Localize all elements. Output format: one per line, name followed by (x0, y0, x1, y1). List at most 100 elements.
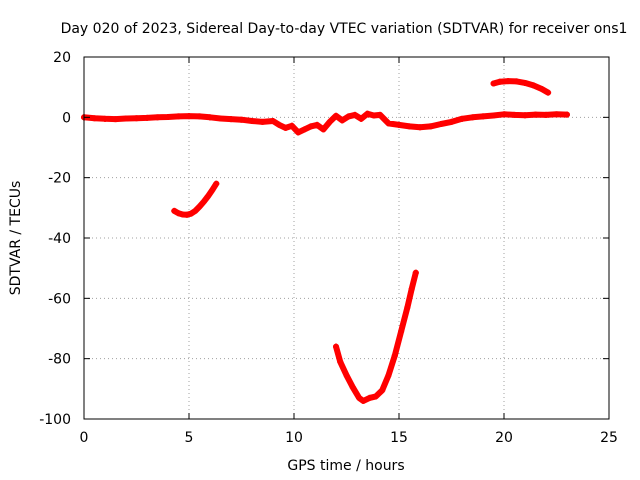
data-point-segment-lower-curve-11 (398, 328, 405, 335)
data-point-segment-lower-curve-2 (343, 372, 350, 379)
data-point-main-trace-19 (276, 121, 283, 128)
data-point-main-trace-6 (144, 114, 150, 121)
data-point-main-trace-43 (459, 115, 465, 122)
data-point-segment-mid-left-7 (200, 198, 207, 205)
y-tick-label-3: -40 (48, 231, 71, 247)
data-point-segment-lower-curve-3 (349, 384, 356, 391)
data-point-segment-mid-left-6 (196, 203, 203, 210)
x-tick-label-0: 0 (80, 430, 89, 446)
data-point-main-trace-21 (288, 122, 295, 129)
data-point-segment-mid-left-8 (204, 193, 211, 200)
data-point-main-trace-49 (522, 112, 528, 119)
data-point-segment-lower-curve-10 (391, 352, 398, 359)
data-point-main-trace-29 (339, 117, 346, 124)
data-point-main-trace-20 (282, 124, 289, 131)
data-point-segment-mid-left-3 (183, 211, 190, 218)
data-point-main-trace-41 (438, 120, 444, 127)
data-point-main-trace-24 (307, 123, 314, 130)
data-point-main-trace-27 (326, 118, 333, 125)
data-point-main-trace-40 (427, 123, 434, 130)
data-point-segment-lower-curve-4 (356, 394, 363, 401)
y-tick-label-0: -100 (39, 412, 71, 428)
grid (84, 57, 609, 419)
y-tick-label-1: -80 (48, 352, 71, 368)
data-point-segment-mid-left-1 (175, 210, 182, 217)
series-line-segment-upper-right (490, 78, 552, 96)
data-point-main-trace-34 (370, 112, 377, 119)
data-point-main-trace-25 (314, 121, 321, 128)
series-line-segment-lower-curve (333, 269, 419, 404)
x-tick-label-3: 15 (390, 430, 408, 446)
data-point-main-trace-42 (448, 118, 455, 125)
data-point-main-trace-32 (358, 115, 365, 122)
data-point-main-trace-5 (133, 115, 140, 122)
data-point-main-trace-4 (123, 115, 129, 122)
data-point-segment-upper-right-7 (545, 89, 552, 96)
tick-group (83, 56, 610, 420)
data-point-segment-lower-curve-0 (333, 343, 339, 350)
y-tick-labels: -100 -80 -60 -40 -20 0 20 (39, 50, 71, 428)
data-point-segment-lower-curve-14 (412, 269, 419, 276)
data-point-segment-lower-curve-9 (385, 372, 392, 379)
x-axis-label: GPS time / hours (287, 458, 404, 474)
data-point-main-trace-3 (112, 116, 119, 123)
data-point-segment-upper-right-2 (505, 78, 512, 85)
data-point-main-trace-1 (91, 115, 98, 122)
y-tick-label-6: 20 (53, 50, 71, 66)
data-point-main-trace-22 (295, 129, 302, 136)
data-point-main-trace-8 (165, 114, 171, 121)
plot-frame (83, 56, 610, 420)
data-point-main-trace-9 (175, 113, 182, 120)
data-point-segment-mid-left-5 (192, 207, 199, 214)
data-point-main-trace-7 (154, 114, 161, 121)
data-point-segment-mid-left-10 (213, 180, 220, 187)
data-point-main-trace-30 (345, 113, 352, 120)
data-point-segment-lower-curve-8 (379, 387, 386, 394)
x-tick-label-2: 10 (285, 430, 303, 446)
data-point-main-trace-33 (364, 110, 371, 117)
data-point-segment-upper-right-3 (513, 78, 520, 85)
y-tick-label-4: -20 (48, 171, 71, 187)
data-point-main-trace-14 (228, 116, 234, 123)
data-point-main-trace-53 (564, 111, 570, 118)
data-point-main-trace-11 (196, 113, 203, 120)
data-point-main-trace-48 (511, 111, 518, 118)
x-tick-labels: 0 5 10 15 20 25 (80, 430, 618, 446)
y-axis-label: SDTVAR / TECUs (8, 181, 24, 296)
chart-title: Day 020 of 2023, Sidereal Day-to-day VTE… (61, 21, 628, 37)
x-tick-label-5: 25 (600, 430, 618, 446)
data-point-main-trace-23 (301, 126, 308, 133)
data-point-main-trace-26 (320, 126, 327, 133)
data-point-main-trace-15 (238, 116, 245, 123)
y-tick-label-2: -60 (48, 291, 71, 307)
data-point-main-trace-39 (417, 124, 423, 131)
data-point-segment-lower-curve-1 (337, 358, 344, 365)
x-tick-label-1: 5 (185, 430, 194, 446)
data-point-main-trace-35 (377, 111, 384, 118)
data-point-segment-upper-right-4 (522, 79, 528, 86)
data-point-main-trace-46 (490, 112, 497, 119)
data-point-main-trace-18 (270, 117, 276, 124)
data-point-main-trace-50 (532, 111, 539, 118)
data-point-segment-upper-right-5 (530, 82, 537, 89)
data-point-main-trace-17 (259, 118, 266, 125)
y-tick-label-5: 0 (62, 110, 71, 126)
data-point-segment-upper-right-6 (538, 85, 545, 92)
data-point-segment-lower-curve-13 (408, 286, 415, 293)
series-group (81, 78, 570, 404)
data-point-segment-mid-left-4 (188, 210, 195, 217)
x-tick-label-4: 20 (495, 430, 513, 446)
data-point-main-trace-13 (217, 115, 224, 122)
data-point-main-trace-2 (102, 115, 108, 122)
data-point-segment-lower-curve-12 (404, 304, 411, 311)
data-point-main-trace-38 (406, 123, 413, 130)
data-point-segment-mid-left-0 (171, 207, 178, 214)
data-point-segment-upper-right-0 (490, 80, 497, 87)
data-point-segment-lower-curve-5 (360, 397, 367, 404)
data-point-segment-lower-curve-6 (366, 394, 373, 401)
data-point-main-trace-45 (480, 113, 486, 120)
data-point-main-trace-52 (553, 111, 560, 118)
data-point-main-trace-36 (385, 120, 392, 127)
data-point-main-trace-44 (469, 114, 476, 121)
data-point-main-trace-51 (543, 111, 549, 118)
